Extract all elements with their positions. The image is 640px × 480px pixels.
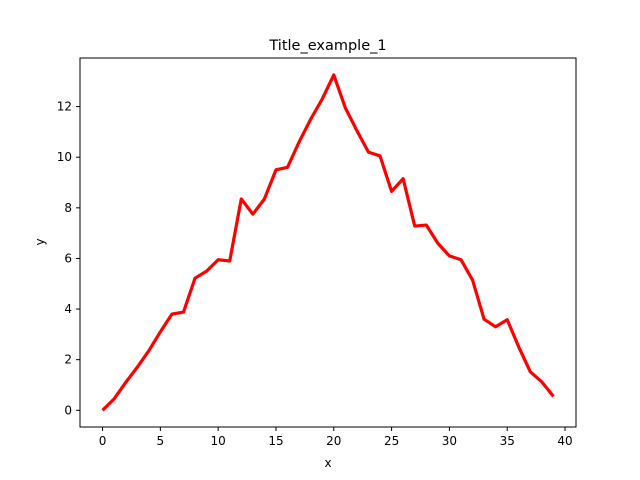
series-line [101, 73, 555, 412]
series-layer [101, 73, 555, 412]
y-tick-label: 2 [64, 353, 72, 367]
x-tick-label: 15 [268, 434, 283, 448]
x-axis: 0 5 10 15 20 25 30 35 40 [99, 427, 573, 448]
y-tick-label: 0 [64, 403, 72, 417]
y-axis-label: y [33, 238, 47, 245]
x-tick-label: 40 [557, 434, 572, 448]
x-tick-label: 35 [500, 434, 515, 448]
y-axis: 0 2 4 6 8 10 12 [57, 100, 80, 417]
x-axis-label: x [324, 456, 331, 470]
plot-area [80, 58, 576, 427]
y-tick-label: 6 [64, 251, 72, 265]
chart-title: Title_example_1 [268, 38, 386, 54]
y-tick-label: 10 [57, 150, 72, 164]
y-tick-label: 8 [64, 201, 72, 215]
x-tick-label: 30 [442, 434, 457, 448]
y-tick-label: 4 [64, 302, 72, 316]
x-tick-label: 20 [326, 434, 341, 448]
y-tick-label: 12 [57, 100, 72, 114]
x-tick-label: 0 [99, 434, 107, 448]
plot-frame [79, 57, 577, 428]
x-tick-label: 5 [157, 434, 165, 448]
x-tick-label: 25 [384, 434, 399, 448]
x-tick-label: 10 [211, 434, 226, 448]
